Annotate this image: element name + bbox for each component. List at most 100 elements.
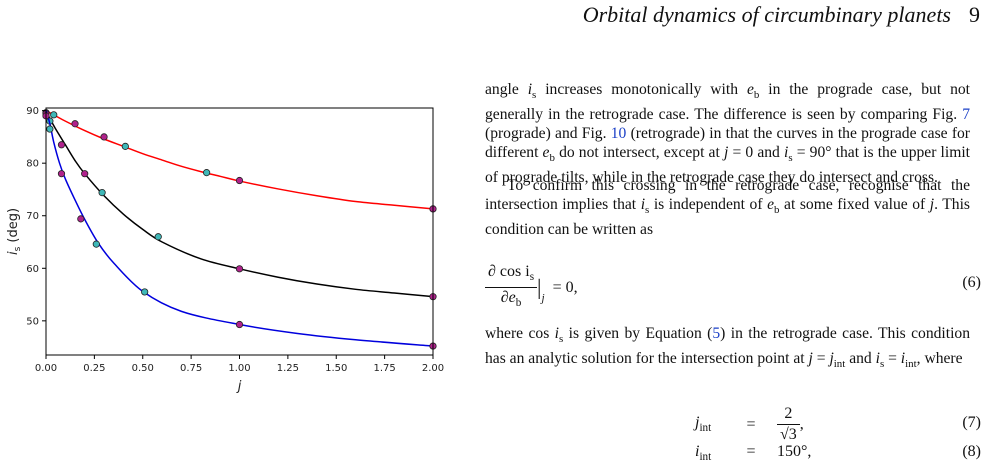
y-axis-label-unit: (deg) bbox=[6, 208, 21, 247]
equation-6: ∂ cos is ∂eb |j = 0, bbox=[485, 262, 578, 313]
eq7-tail: , bbox=[799, 415, 804, 433]
x-tick-label: 0.00 bbox=[35, 363, 57, 374]
citation-link[interactable]: 5 bbox=[712, 325, 721, 342]
eq6-eval-sub: j bbox=[541, 292, 545, 305]
text-run: = bbox=[884, 350, 901, 368]
equation-8-number: (8) bbox=[962, 443, 981, 460]
text-run: i bbox=[784, 144, 789, 162]
equation-7-number: (7) bbox=[962, 414, 981, 431]
axes: 0.00 0.25 0.50 0.75 1.00 1.25 1.50 1.75 2.00 50 60… bbox=[6, 106, 444, 394]
paragraph-3: where cos is is given by Equation (5) in… bbox=[485, 324, 970, 374]
text-run: s bbox=[879, 358, 885, 371]
data-point bbox=[46, 125, 54, 133]
text-run: e bbox=[746, 81, 754, 98]
x-tick-label: 1.50 bbox=[325, 363, 347, 374]
x-tick-label: 1.00 bbox=[228, 363, 250, 374]
text-run: = 90° that is the upper limit of prograd… bbox=[485, 144, 971, 187]
equation-8: iint = 150°, bbox=[695, 443, 811, 463]
series-line-2 bbox=[45, 110, 434, 298]
data-point bbox=[235, 176, 244, 185]
text-run: b bbox=[753, 89, 760, 102]
text-run: j bbox=[929, 196, 935, 213]
x-tick-label: 2.00 bbox=[422, 363, 444, 374]
plot-area bbox=[42, 109, 437, 350]
text-run: and bbox=[845, 350, 876, 368]
text-run: s bbox=[559, 333, 564, 346]
text-run: = 0 and bbox=[728, 144, 784, 162]
y-axis-label-sub: s bbox=[13, 246, 23, 251]
y-tick-label: 70 bbox=[26, 211, 39, 222]
data-point bbox=[50, 111, 58, 119]
series-line-1 bbox=[45, 109, 434, 210]
x-tick-label: 0.25 bbox=[83, 363, 105, 374]
text-run: i bbox=[875, 350, 880, 368]
text-run: int bbox=[905, 358, 917, 371]
eq6-numerator-sub: s bbox=[529, 271, 535, 284]
text-run: increases monotonically with bbox=[536, 81, 747, 98]
text-run: s bbox=[645, 204, 650, 217]
data-point bbox=[141, 288, 149, 296]
x-axis-label: j bbox=[236, 379, 242, 394]
text-run: int bbox=[833, 358, 846, 371]
header-title: Orbital dynamics of circumbinary planets bbox=[582, 2, 951, 27]
y-axis-label: is (deg) bbox=[6, 208, 23, 255]
text-run: at some fixed value of bbox=[779, 196, 930, 213]
text-run: i bbox=[554, 325, 560, 342]
text-run: To confirm this crossing in the retrogra… bbox=[485, 177, 970, 213]
text-run: i bbox=[527, 81, 533, 98]
data-point bbox=[235, 265, 244, 273]
text-run: . This condition can be written as bbox=[485, 196, 970, 239]
citation-link[interactable]: 7 bbox=[962, 106, 970, 124]
text-run: s bbox=[532, 89, 537, 102]
text-run: j bbox=[808, 350, 813, 368]
text-run: where cos bbox=[485, 325, 555, 342]
eq8-lhs-sub: int bbox=[699, 451, 712, 464]
text-run: in the prograde case, but not generally … bbox=[485, 81, 971, 124]
eq8-lhs: i bbox=[695, 443, 700, 460]
text-run: is given by Equation ( bbox=[563, 325, 713, 342]
chart: 0.00 0.25 0.50 0.75 1.00 1.25 1.50 1.75 2.00 50 60… bbox=[6, 106, 444, 394]
citation-link[interactable]: 10 bbox=[610, 125, 627, 143]
x-tick-label: 0.50 bbox=[132, 363, 154, 374]
text-run: b bbox=[549, 152, 555, 165]
eq8-rhs: 150°, bbox=[777, 443, 812, 460]
series-line-3 bbox=[45, 110, 434, 347]
data-point bbox=[235, 320, 244, 329]
y-tick-label: 80 bbox=[26, 159, 39, 170]
text-run: = bbox=[812, 350, 830, 368]
eq6-denominator: ∂e bbox=[500, 289, 516, 307]
y-tick-label: 60 bbox=[26, 264, 39, 275]
text-run: s bbox=[788, 152, 793, 165]
text-run: b bbox=[774, 204, 780, 217]
text-run: i bbox=[640, 196, 646, 213]
data-point bbox=[154, 233, 162, 241]
data-point bbox=[57, 141, 66, 149]
text-run: (prograde) and Fig. bbox=[485, 125, 611, 143]
text-run: is independent of bbox=[649, 196, 768, 213]
data-point bbox=[121, 142, 129, 150]
data-point bbox=[81, 170, 89, 178]
eq7-lhs-sub: int bbox=[699, 422, 712, 435]
paragraph-1: angle is increases monotonically with eb… bbox=[485, 80, 970, 187]
x-tick-label: 0.75 bbox=[180, 363, 202, 374]
text-run: e bbox=[767, 196, 775, 213]
eq6-rhs: = 0, bbox=[552, 278, 578, 296]
text-run: j bbox=[723, 144, 729, 162]
text-run: i bbox=[900, 350, 906, 368]
text-run: , where bbox=[916, 350, 963, 368]
running-header: Orbital dynamics of circumbinary planets… bbox=[520, 2, 980, 28]
paragraph-2: To confirm this crossing in the retrogra… bbox=[485, 176, 970, 239]
eq7-numerator: 2 bbox=[777, 404, 800, 425]
data-point bbox=[92, 240, 100, 248]
text-run: e bbox=[542, 144, 550, 162]
x-tick-label: 1.25 bbox=[277, 363, 299, 374]
equation-7: jint = 2 √3 , bbox=[695, 404, 804, 445]
data-point bbox=[57, 170, 66, 178]
eq7-lhs: j bbox=[695, 414, 700, 432]
y-tick-label: 90 bbox=[26, 106, 39, 117]
equation-6-number: (6) bbox=[962, 274, 981, 291]
data-point bbox=[100, 133, 108, 141]
eq6-denominator-sub: b bbox=[515, 297, 522, 310]
page-number: 9 bbox=[969, 2, 980, 27]
eq8-equals: = bbox=[746, 443, 756, 460]
